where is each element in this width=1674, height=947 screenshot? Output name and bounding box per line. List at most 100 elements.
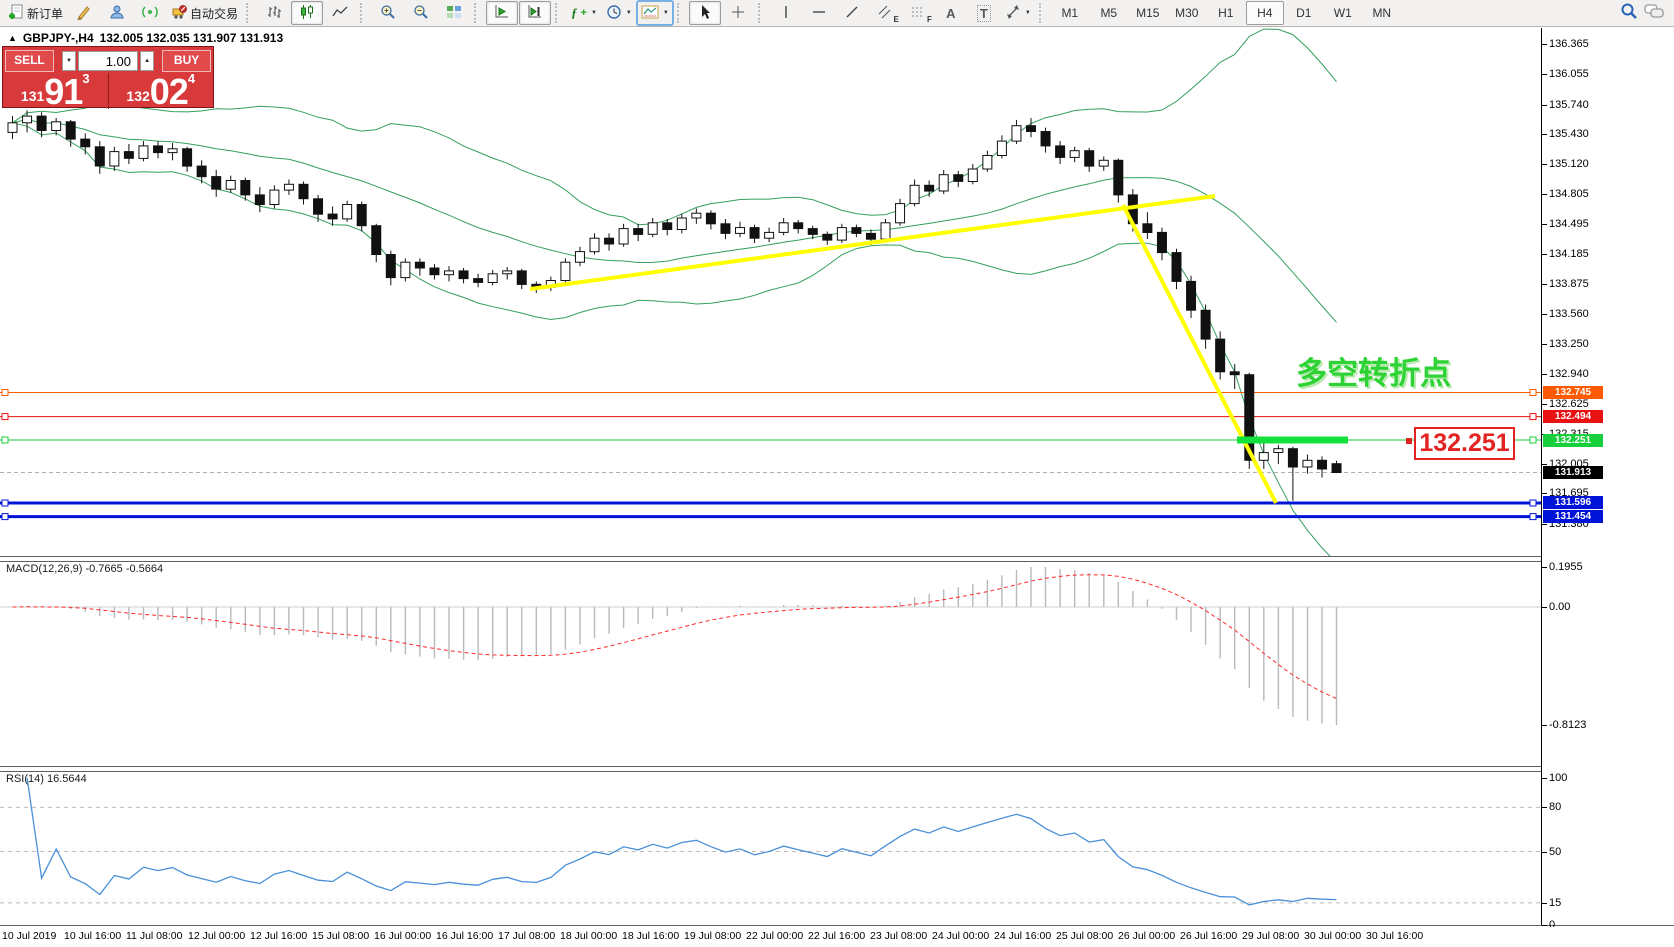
volume-decrease-button[interactable]: ▼	[61, 51, 76, 71]
quote-line: ▲ GBPJPY-,H4 132.005 132.035 131.907 131…	[8, 31, 283, 45]
symbol-period: GBPJPY-,H4	[22, 31, 94, 45]
horizontal-line-132.494[interactable]	[0, 413, 1541, 421]
trendline-tool-button[interactable]	[836, 1, 868, 25]
tab-timeframe-d1[interactable]: D1	[1296, 6, 1312, 20]
arrows-tool-button[interactable]: ▼	[1001, 1, 1035, 25]
candlestick-chart-pane[interactable]: 多空转折点 132.251 ▲ GBPJPY-,H4 132.005 132.0…	[0, 28, 1541, 556]
rsi-indicator-pane[interactable]: RSI(14) 16.5644	[0, 770, 1541, 925]
time-axis-label: 15 Jul 08:00	[312, 930, 370, 942]
time-axis-label: 16 Jul 16:00	[436, 930, 494, 942]
signal-icon	[142, 4, 158, 23]
pane-separator[interactable]	[0, 766, 1674, 772]
toolbar-separator	[1038, 3, 1047, 23]
price-axis[interactable]: 136.365 136.055 135.740 135.430 135.120 134.8…	[1541, 28, 1674, 931]
sell-price[interactable]: 131 91 3	[3, 71, 109, 110]
arrows-icon	[1005, 4, 1021, 23]
chart-shift-button[interactable]	[519, 1, 552, 25]
tab-timeframe-h1[interactable]: H1	[1218, 6, 1234, 20]
fibonacci-icon	[910, 4, 926, 23]
price-tick-label: 133.560	[1542, 308, 1589, 320]
tab-timeframe-mn[interactable]: MN	[1372, 6, 1392, 20]
yellow-trendline-1[interactable]	[529, 194, 1216, 291]
text-tool-button[interactable]: A	[935, 1, 967, 25]
time-axis-label: 16 Jul 00:00	[374, 930, 432, 942]
indicators-button[interactable]: ƒ + ▼	[567, 1, 601, 25]
price-tick-label: 132.940	[1542, 368, 1589, 380]
bar-chart-mode-button[interactable]	[258, 1, 290, 25]
buy-price-sup: 4	[187, 71, 196, 86]
time-axis-label: 25 Jul 08:00	[1056, 930, 1114, 942]
time-axis-label: 11 Jul 08:00	[126, 930, 183, 942]
macd-scale-zero: 0.00	[1541, 601, 1571, 613]
search-icon[interactable]	[1620, 2, 1638, 25]
tile-windows-button[interactable]	[438, 1, 470, 25]
sell-button[interactable]: SELL	[5, 50, 54, 72]
candles[interactable]	[7, 110, 1342, 501]
tab-timeframe-m30[interactable]: M30	[1175, 6, 1199, 20]
new-order-icon	[8, 4, 24, 23]
sell-price-sup: 3	[82, 71, 90, 86]
turning-point-annotation[interactable]: 多空转折点	[1296, 356, 1451, 391]
channel-icon	[877, 4, 893, 23]
yellow-trendline-2[interactable]	[1121, 204, 1278, 504]
zoom-in-button[interactable]	[372, 1, 404, 25]
fibonacci-tool-button[interactable]: F	[902, 1, 934, 25]
toolbar-separator	[555, 3, 563, 23]
tab-timeframe-m1[interactable]: M1	[1061, 6, 1079, 20]
tab-timeframe-h4[interactable]: H4	[1245, 1, 1284, 25]
toolbar-separator	[676, 3, 685, 23]
tab-timeframe-w1[interactable]: W1	[1333, 6, 1352, 20]
buy-price[interactable]: 132 02 4	[109, 71, 214, 110]
time-axis-label: 26 Jul 16:00	[1180, 930, 1238, 942]
profile-button[interactable]	[101, 1, 133, 25]
bollinger-lower-band	[12, 122, 1331, 556]
rsi-scale-label: 100	[1541, 772, 1568, 784]
signal-button[interactable]	[134, 1, 166, 25]
zoom-out-button[interactable]	[405, 1, 437, 25]
candlestick-mode-button[interactable]	[291, 1, 324, 25]
chart-shift-icon	[527, 4, 543, 23]
channel-tool-button[interactable]: E	[869, 1, 901, 25]
price-badge-132.745: 132.745	[1543, 386, 1603, 399]
volume-increase-button[interactable]: ▲	[140, 51, 155, 71]
time-axis-label: 30 Jul 16:00	[1366, 930, 1424, 942]
auto-scroll-button[interactable]	[486, 1, 519, 25]
tile-windows-icon	[446, 4, 462, 23]
autotrading-button[interactable]: 自动交易	[167, 1, 242, 25]
fibonacci-letter: F	[926, 15, 932, 24]
horizontal-line-131.454[interactable]	[0, 513, 1541, 521]
macd-indicator-pane[interactable]: MACD(12,26,9) -0.7665 -0.5664	[0, 560, 1541, 766]
horizontal-line-tool-button[interactable]	[803, 1, 835, 25]
cursor-tool-button[interactable]	[688, 1, 721, 25]
line-chart-mode-button[interactable]	[324, 1, 356, 25]
macd-histogram[interactable]	[13, 567, 1338, 726]
new-order-button[interactable]: 新订单	[4, 1, 67, 25]
pane-separator[interactable]	[0, 556, 1674, 562]
label-tool-button[interactable]: T	[968, 1, 1000, 25]
horizontal-line-132.745[interactable]	[0, 389, 1541, 396]
price-callout-handle[interactable]	[1406, 438, 1412, 444]
chat-icon[interactable]	[1644, 3, 1664, 24]
one-click-trade-panel: SELL ▼ ▲ BUY 131 91 3 132 02 4	[2, 46, 214, 110]
clock-icon	[606, 4, 622, 23]
price-tick-label: 134.495	[1542, 218, 1589, 230]
tab-timeframe-m15[interactable]: M15	[1136, 6, 1160, 20]
tab-timeframe-m5[interactable]: M5	[1100, 6, 1118, 20]
templates-button[interactable]: ▼	[635, 0, 674, 26]
horizontal-line-131.596[interactable]	[0, 499, 1541, 507]
crayon-button[interactable]	[68, 1, 100, 25]
volume-input[interactable]	[78, 51, 138, 71]
crosshair-tool-button[interactable]	[722, 1, 754, 25]
rsi-line[interactable]	[26, 777, 1337, 906]
price-callout-label[interactable]: 132.251	[1414, 427, 1515, 460]
chevron-down-icon: ▼	[625, 10, 632, 16]
price-badge-131.596: 131.596	[1543, 496, 1603, 509]
time-axis[interactable]: 10 Jul 2019 10 Jul 16:00 11 Jul 08:00 12 Ju…	[0, 927, 1674, 947]
vertical-line-tool-button[interactable]	[770, 1, 802, 25]
price-tick-label: 133.875	[1542, 278, 1589, 290]
bollinger-middle-band	[12, 118, 1337, 323]
periods-button[interactable]: ▼	[602, 1, 636, 25]
time-axis-label: 12 Jul 00:00	[188, 930, 246, 942]
buy-button[interactable]: BUY	[162, 50, 211, 72]
macd-signal-line[interactable]	[12, 574, 1337, 700]
